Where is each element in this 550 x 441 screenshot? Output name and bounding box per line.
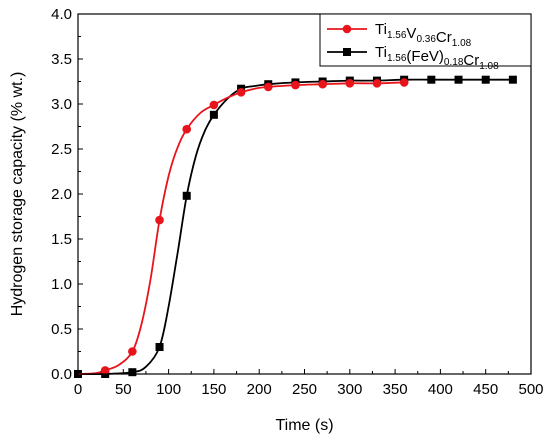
data-point xyxy=(291,80,300,90)
data-point xyxy=(399,78,409,87)
plot-frame xyxy=(77,13,532,375)
x-tick-label: 150 xyxy=(201,381,226,398)
y-tick-label: 4.0 xyxy=(51,6,72,23)
data-point xyxy=(155,343,164,351)
series-ti-v-cr xyxy=(77,78,409,375)
x-tick-label: 250 xyxy=(292,381,317,398)
x-axis-ticks: 0 50 100 150 200 250 300 350 400 450 500 xyxy=(74,369,544,398)
x-axis-title: Time (s) xyxy=(275,417,333,434)
data-point xyxy=(318,79,327,89)
y-axis-ticks: 0.0 0.5 1.0 1.5 2.0 2.5 3.0 3.5 4.0 xyxy=(51,6,83,383)
legend-marker xyxy=(342,24,352,34)
legend-marker xyxy=(343,48,351,56)
y-tick-label: 0.5 xyxy=(51,321,72,338)
y-tick-label: 2.0 xyxy=(51,186,72,203)
x-tick-label: 450 xyxy=(473,381,498,398)
series-line xyxy=(77,78,513,376)
legend-box xyxy=(319,13,532,67)
y-tick-label: 0.0 xyxy=(51,366,72,383)
x-tick-label: 200 xyxy=(247,381,272,398)
y-tick-label: 3.5 xyxy=(51,51,72,68)
data-point xyxy=(372,79,382,88)
data-point xyxy=(481,75,490,84)
data-point xyxy=(182,191,191,200)
data-point xyxy=(128,368,137,377)
y-tick-label: 2.5 xyxy=(51,141,72,158)
data-point xyxy=(427,75,436,84)
plot-series xyxy=(74,75,517,378)
legend-label: Ti1.56(FeV)0.18Cr1.08 xyxy=(375,44,499,72)
series-line xyxy=(77,81,405,375)
y-tick-label: 1.5 xyxy=(51,231,72,248)
data-point xyxy=(263,82,273,92)
data-point xyxy=(182,124,192,134)
x-tick-label: 300 xyxy=(337,381,362,398)
data-point xyxy=(508,75,517,84)
data-point xyxy=(100,366,110,375)
x-tick-label: 0 xyxy=(74,381,82,398)
legend-label: Ti1.56V0.36Cr1.08 xyxy=(375,21,472,49)
y-axis-title: Hydrogen storage capacity (% wt.) xyxy=(9,72,26,317)
data-point xyxy=(155,215,164,225)
data-point xyxy=(345,79,355,88)
data-point xyxy=(454,75,463,84)
data-point xyxy=(209,100,219,110)
data-point xyxy=(128,347,137,356)
y-tick-label: 3.0 xyxy=(51,96,72,113)
series-ti-fev-cr xyxy=(74,75,517,378)
y-tick-label: 1.0 xyxy=(51,276,72,293)
x-tick-label: 400 xyxy=(428,381,453,398)
x-tick-label: 350 xyxy=(383,381,408,398)
x-tick-label: 500 xyxy=(518,381,543,398)
data-point xyxy=(236,88,246,97)
x-tick-label: 50 xyxy=(115,381,132,398)
data-point xyxy=(209,110,218,119)
x-tick-label: 100 xyxy=(156,381,181,398)
